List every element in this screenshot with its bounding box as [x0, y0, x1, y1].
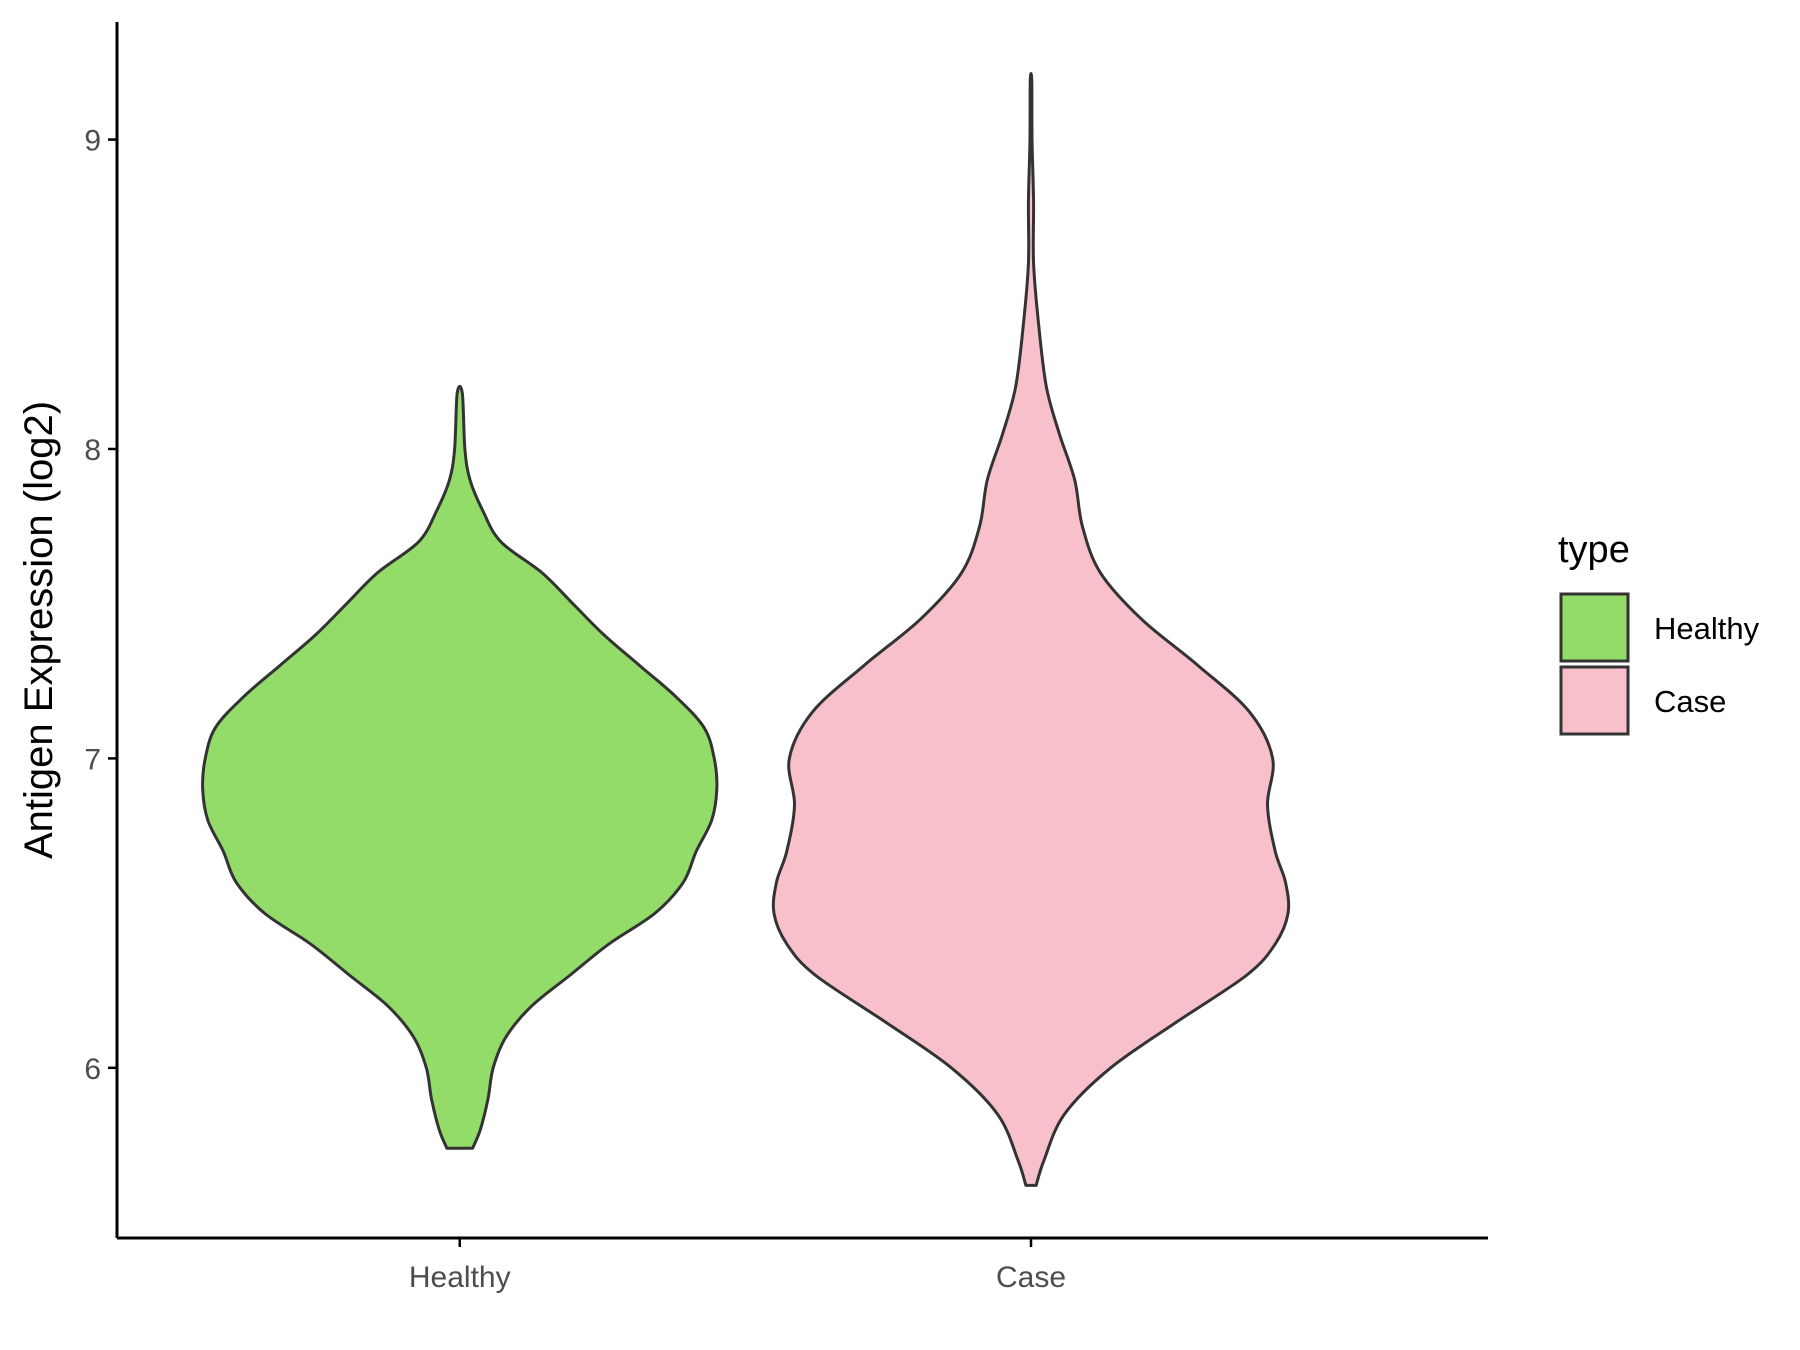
y-tick-label: 7 — [84, 743, 101, 776]
legend-label-healthy: Healthy — [1654, 611, 1760, 646]
violin-case — [771, 71, 1291, 1187]
legend-title: type — [1558, 529, 1630, 571]
violin-healthy — [201, 384, 719, 1150]
legend-swatch-case — [1559, 665, 1630, 736]
violins — [201, 71, 1291, 1187]
y-tick-label: 6 — [84, 1053, 101, 1086]
y-tick-label: 8 — [84, 434, 101, 467]
legend-label-case: Case — [1654, 684, 1726, 719]
legend-swatch-healthy — [1559, 592, 1630, 663]
x-tick-label: Healthy — [409, 1261, 511, 1294]
x-tick-label: Case — [996, 1261, 1066, 1294]
y-tick-label: 9 — [84, 125, 101, 158]
y-ticks: 6 7 8 9 — [84, 125, 117, 1086]
y-axis-title: Antigen Expression (log2) — [17, 401, 61, 859]
x-ticks: Healthy Case — [409, 1238, 1066, 1294]
legend: type Healthy Case — [1558, 529, 1760, 736]
